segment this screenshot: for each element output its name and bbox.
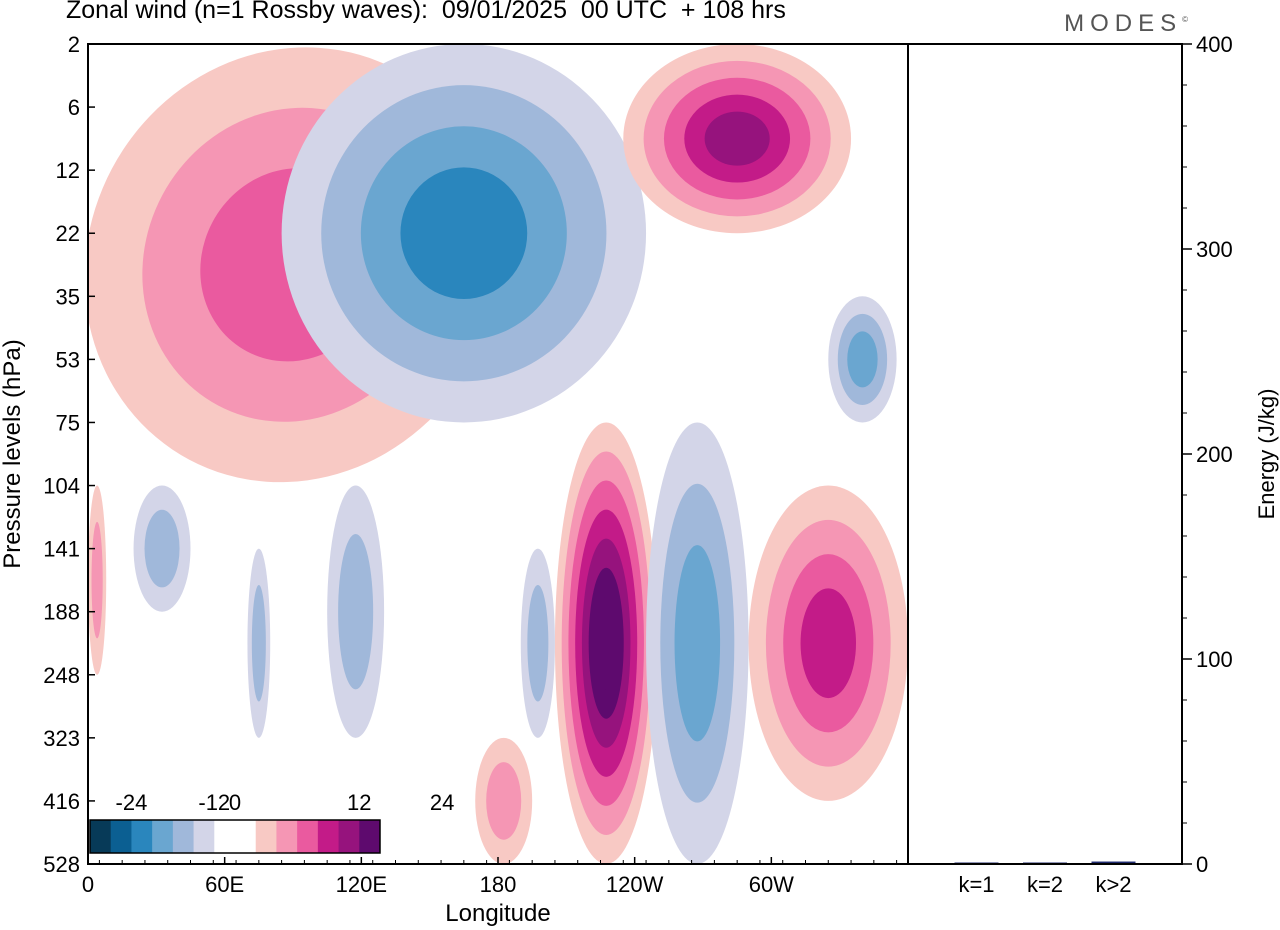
contour-feature-4 (646, 422, 749, 864)
colorbar-swatch (131, 820, 153, 853)
colorbar-swatch (152, 820, 174, 853)
y-tick-label: 416 (43, 789, 80, 814)
contour-level (595, 596, 617, 690)
energy-tick-label: 0 (1196, 852, 1208, 877)
chart-title: Zonal wind (n=1 Rossby waves): 09/01/202… (66, 0, 786, 24)
x-tick-label: 120W (606, 872, 664, 897)
colorbar: -24 -120 12 24 (86, 780, 454, 860)
colorbar-swatch (359, 820, 381, 853)
colorbar-swatch (276, 820, 298, 853)
bar-frame (907, 43, 1183, 865)
contour-feature-1 (281, 44, 647, 423)
colorbar-swatch (110, 820, 132, 853)
colorbar-swatch (255, 820, 277, 853)
energy-tick-label: 100 (1196, 647, 1233, 672)
brand-text: MODES (1064, 10, 1183, 37)
colorbar-swatch (235, 820, 257, 853)
y-tick-label: 104 (43, 474, 80, 499)
colorbar-tick-label: 12 (347, 790, 371, 815)
contour-feature-3 (554, 422, 658, 864)
y-tick-label: 35 (56, 284, 80, 309)
contour-level (800, 588, 857, 699)
colorbar-swatch (214, 820, 236, 853)
contour-level (847, 331, 878, 388)
contour-level (91, 521, 103, 639)
contour-level (400, 167, 528, 300)
y-tick-label: 188 (43, 600, 80, 625)
contour-feature-7 (247, 548, 271, 738)
y-tick-label: 2 (68, 32, 80, 57)
contour-level (704, 111, 770, 166)
energy-tick-label: 200 (1196, 442, 1233, 467)
brand-logo: MODES© (1064, 10, 1188, 38)
colorbar-swatch (90, 820, 112, 853)
y-tick-label: 22 (56, 221, 80, 246)
colorbar-tick-label: -24 (116, 790, 148, 815)
y-tick-label: 528 (43, 852, 80, 877)
colorbar-swatch (317, 820, 340, 853)
energy-axis-label: Energy (J/kg) (1254, 389, 1279, 520)
energy-category-label: k=1 (958, 872, 994, 897)
energy-tick-label: 300 (1196, 237, 1233, 262)
contour-feature-5 (748, 485, 908, 801)
y-tick-label: 141 (43, 537, 80, 562)
x-axis-label: Longitude (445, 900, 550, 927)
energy-tick-label: 400 (1196, 32, 1233, 57)
contour-level (674, 545, 721, 742)
colorbar-swatch (338, 820, 360, 853)
contour-level (251, 585, 266, 702)
y-axis-label: Pressure levels (hPa) (0, 339, 26, 568)
y-tick-label: 75 (56, 410, 80, 435)
contour-feature-11 (88, 485, 107, 675)
brand-mark: © (1182, 15, 1188, 24)
y-tick-label: 248 (43, 663, 80, 688)
y-tick-label: 12 (56, 158, 80, 183)
x-tick-label: 60E (205, 872, 244, 897)
x-tick-label: 0 (82, 872, 94, 897)
energy-bar (1091, 861, 1136, 864)
contour-feature-8 (327, 485, 385, 738)
energy-category-label: k>2 (1095, 872, 1131, 897)
contour-level (527, 585, 549, 702)
contour-feature-2 (623, 44, 852, 234)
contour-feature-10 (828, 296, 897, 423)
x-tick-label: 60W (749, 872, 794, 897)
contour-level (486, 762, 522, 840)
y-tick-label: 323 (43, 726, 80, 751)
colorbar-frame (89, 819, 381, 854)
y-tick-label: 6 (68, 95, 80, 120)
colorbar-tick-label: -12 (198, 790, 230, 815)
contour-feature-12 (475, 737, 533, 864)
contour-feature-6 (133, 485, 191, 612)
colorbar-swatch (193, 820, 215, 853)
contour-field (88, 44, 908, 864)
colorbar-swatch (172, 820, 195, 853)
x-tick-label: 120E (336, 872, 387, 897)
colorbar-swatch (297, 820, 319, 853)
y-tick-label: 53 (56, 347, 80, 372)
energy-category-label: k=2 (1027, 872, 1063, 897)
colorbar-tick-label: 24 (430, 790, 454, 815)
contour-level (338, 534, 374, 690)
contour-feature-9 (520, 548, 555, 738)
x-tick-label: 180 (480, 872, 517, 897)
contour-level (144, 509, 180, 588)
colorbar-tick-label: 0 (229, 790, 241, 815)
